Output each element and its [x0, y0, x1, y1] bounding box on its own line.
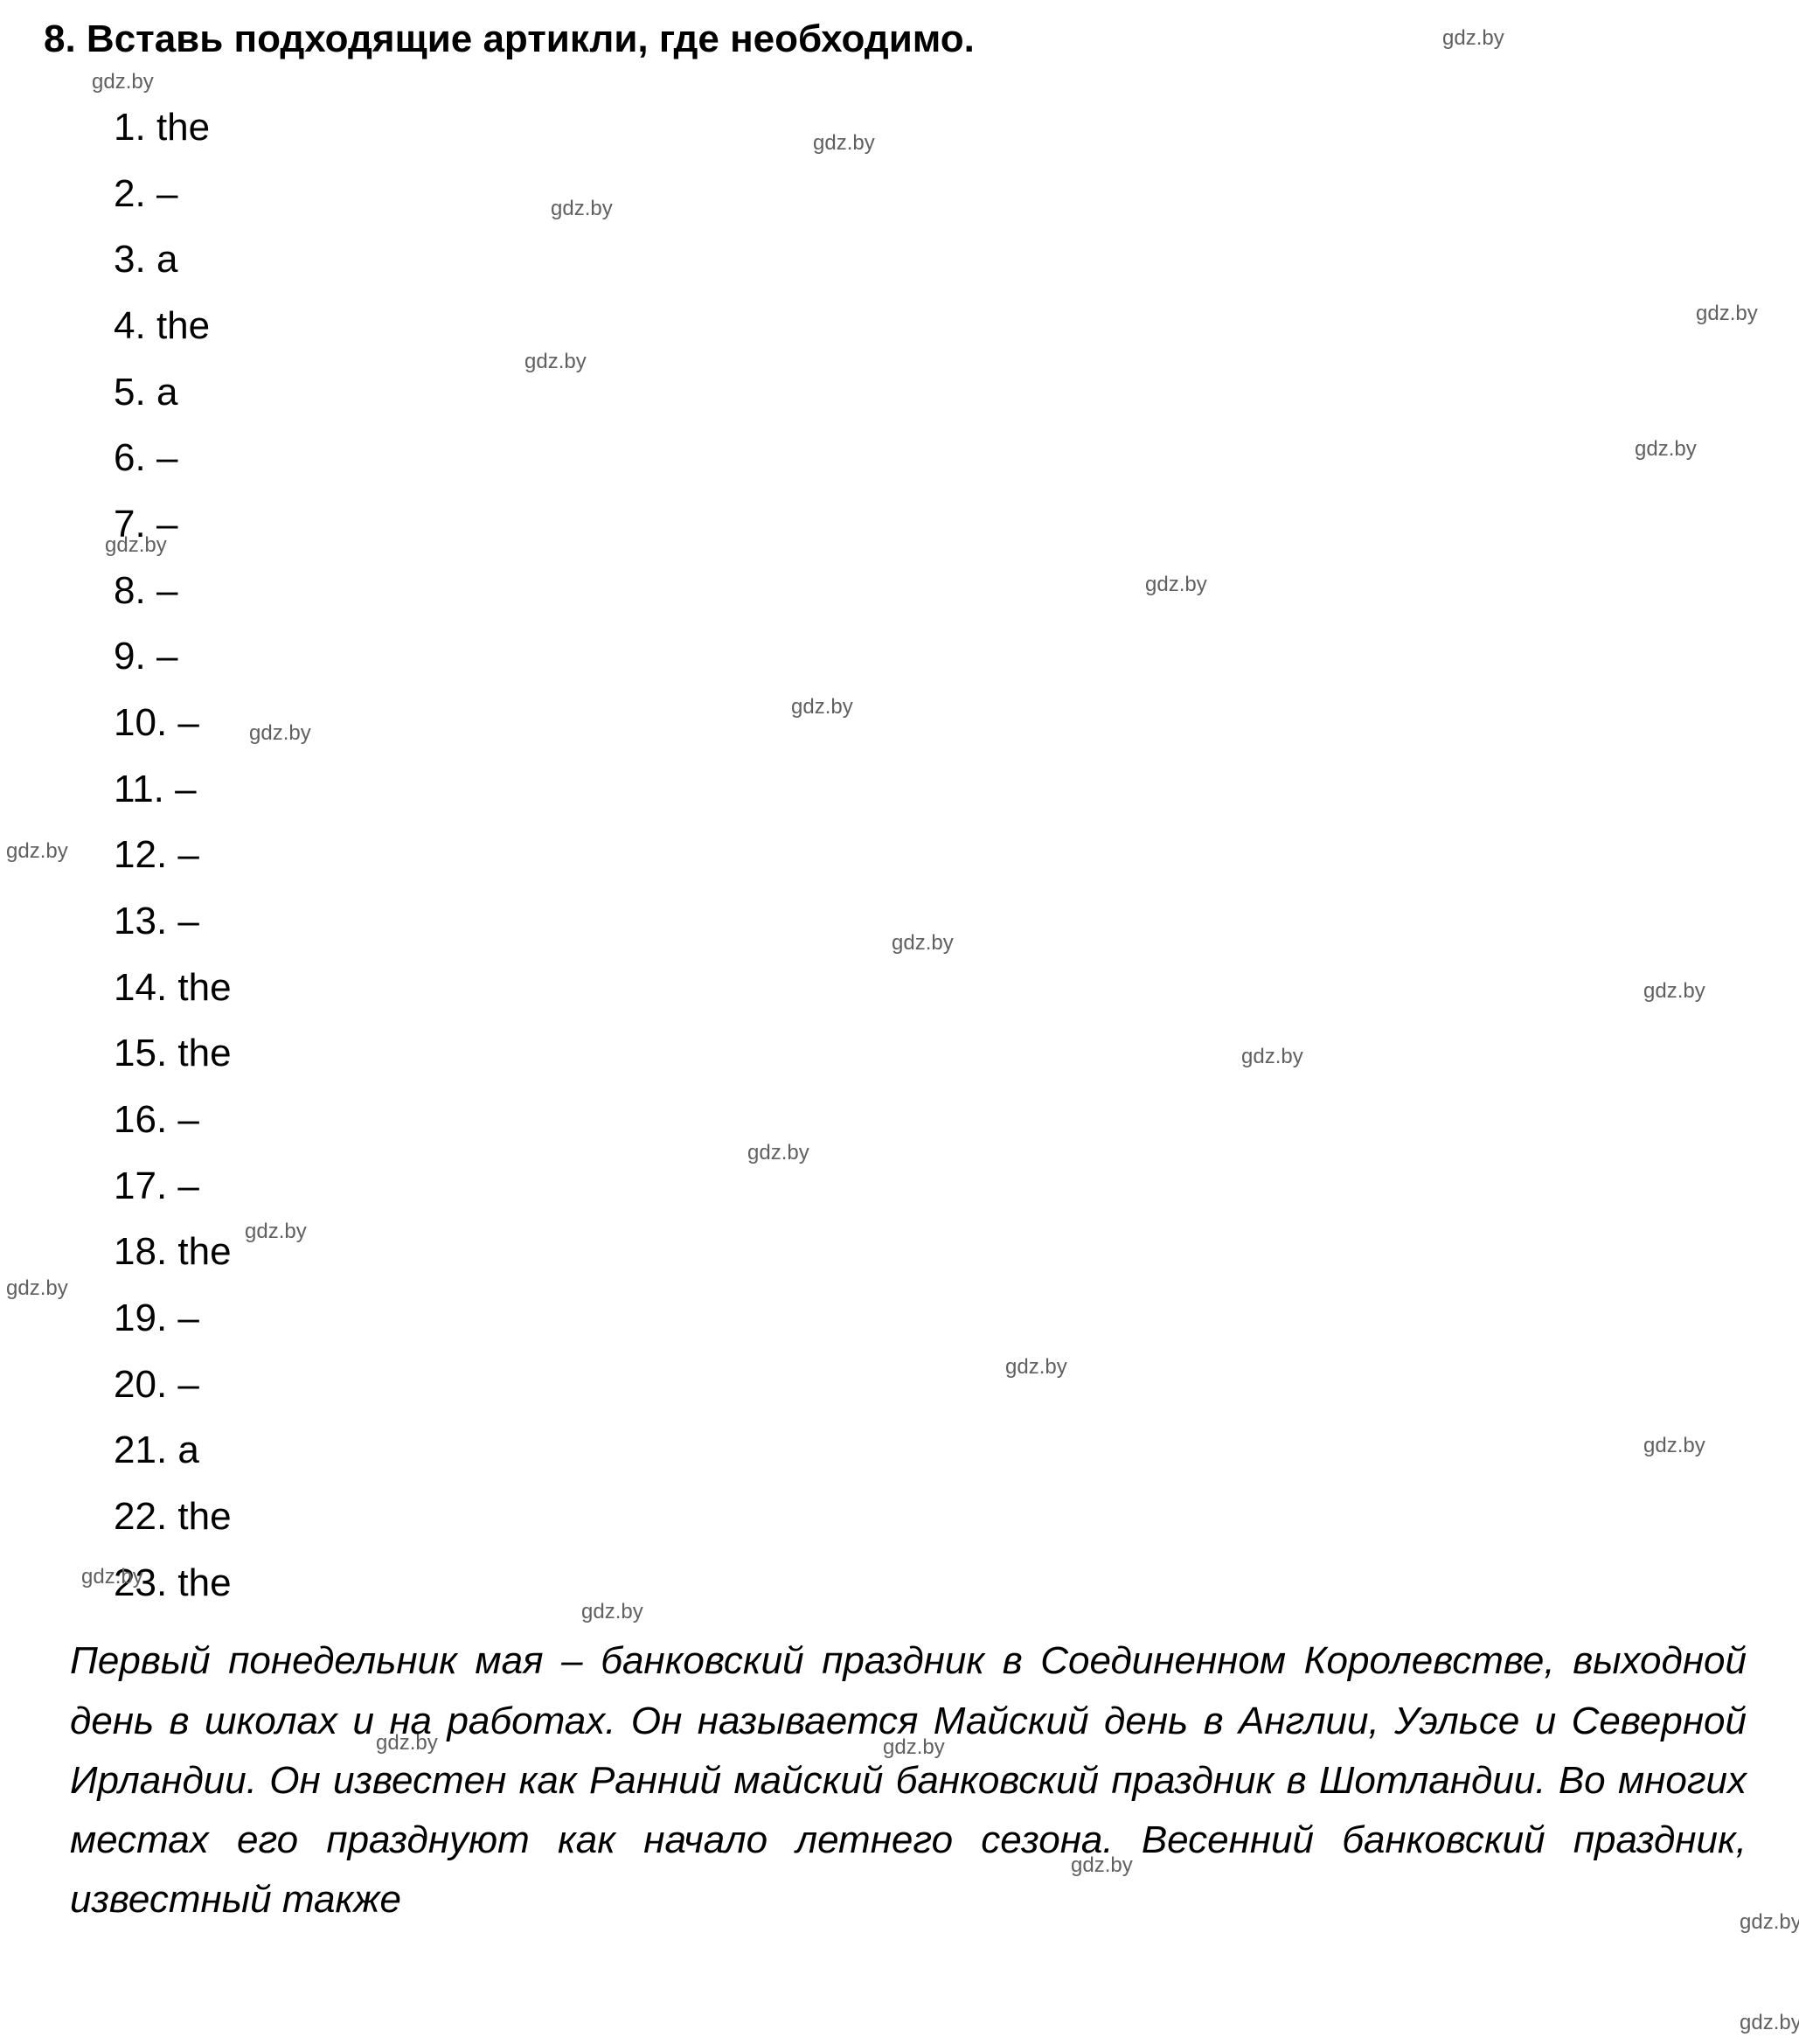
- answer-value: –: [156, 172, 177, 215]
- answer-number: 18.: [114, 1230, 167, 1273]
- answer-number: 3.: [114, 238, 146, 281]
- answer-number: 22.: [114, 1495, 167, 1538]
- answer-item: 17. –: [114, 1153, 1773, 1220]
- answer-value: –: [177, 1297, 198, 1339]
- answer-item: 18. the: [114, 1219, 1773, 1285]
- answer-item: 8. –: [114, 558, 1773, 624]
- watermark-text: gdz.by: [1740, 2011, 1799, 2035]
- answer-value: –: [177, 1098, 198, 1141]
- answer-number: 6.: [114, 436, 146, 479]
- answer-item: 22. the: [114, 1484, 1773, 1550]
- answer-value: the: [177, 966, 231, 1009]
- answer-item: 14. the: [114, 955, 1773, 1021]
- answer-value: –: [177, 1363, 198, 1406]
- answer-number: 21.: [114, 1429, 167, 1471]
- answer-value: –: [177, 701, 198, 744]
- answer-value: –: [156, 635, 177, 678]
- answer-value: a: [156, 371, 177, 414]
- answer-number: 11.: [114, 768, 164, 810]
- answer-value: the: [177, 1032, 231, 1074]
- answer-number: 19.: [114, 1297, 167, 1339]
- answers-list: 1. the2. –3. a4. the5. a6. –7. –8. –9. –…: [26, 68, 1773, 1616]
- answer-item: 3. a: [114, 226, 1773, 293]
- answer-item: 9. –: [114, 623, 1773, 690]
- answer-value: –: [177, 1165, 198, 1207]
- answer-number: 1.: [114, 106, 146, 149]
- answer-item: 23. the: [114, 1550, 1773, 1616]
- answer-number: 14.: [114, 966, 167, 1009]
- answer-item: 5. a: [114, 359, 1773, 426]
- answer-value: –: [156, 436, 177, 479]
- exercise-heading: 8. Вставь подходящие артикли, где необхо…: [26, 17, 1773, 61]
- answer-value: –: [175, 768, 196, 810]
- answer-item: 7. –: [114, 491, 1773, 558]
- answer-number: 2.: [114, 172, 146, 215]
- answer-number: 13.: [114, 900, 167, 942]
- answer-value: a: [156, 238, 177, 281]
- answer-number: 12.: [114, 833, 167, 876]
- answer-number: 9.: [114, 635, 146, 678]
- answer-item: 21. a: [114, 1417, 1773, 1484]
- answer-item: 10. –: [114, 690, 1773, 756]
- translation-paragraph: Первый понедельник мая – банковский праз…: [26, 1616, 1773, 1929]
- answer-item: 13. –: [114, 888, 1773, 955]
- answer-item: 6. –: [114, 425, 1773, 491]
- answer-value: –: [156, 569, 177, 612]
- answer-value: –: [177, 900, 198, 942]
- answer-value: –: [156, 503, 177, 546]
- answer-number: 23.: [114, 1561, 167, 1604]
- answer-number: 10.: [114, 701, 167, 744]
- answer-value: the: [156, 106, 210, 149]
- answer-value: the: [177, 1230, 231, 1273]
- answer-number: 8.: [114, 569, 146, 612]
- answer-number: 5.: [114, 371, 146, 414]
- answer-value: the: [177, 1495, 231, 1538]
- answer-number: 15.: [114, 1032, 167, 1074]
- answer-item: 19. –: [114, 1285, 1773, 1352]
- answer-item: 1. the: [114, 94, 1773, 161]
- answer-item: 20. –: [114, 1352, 1773, 1418]
- answer-item: 4. the: [114, 293, 1773, 359]
- answer-item: 2. –: [114, 161, 1773, 227]
- answer-number: 20.: [114, 1363, 167, 1406]
- answer-value: a: [177, 1429, 198, 1471]
- answer-item: 15. the: [114, 1020, 1773, 1087]
- answer-value: the: [156, 304, 210, 347]
- answer-number: 16.: [114, 1098, 167, 1141]
- answer-item: 12. –: [114, 822, 1773, 888]
- answer-value: the: [177, 1561, 231, 1604]
- answer-number: 17.: [114, 1165, 167, 1207]
- answer-number: 4.: [114, 304, 146, 347]
- answer-item: 11. –: [114, 756, 1773, 823]
- answer-item: 16. –: [114, 1087, 1773, 1153]
- answer-value: –: [177, 833, 198, 876]
- answer-number: 7.: [114, 503, 146, 546]
